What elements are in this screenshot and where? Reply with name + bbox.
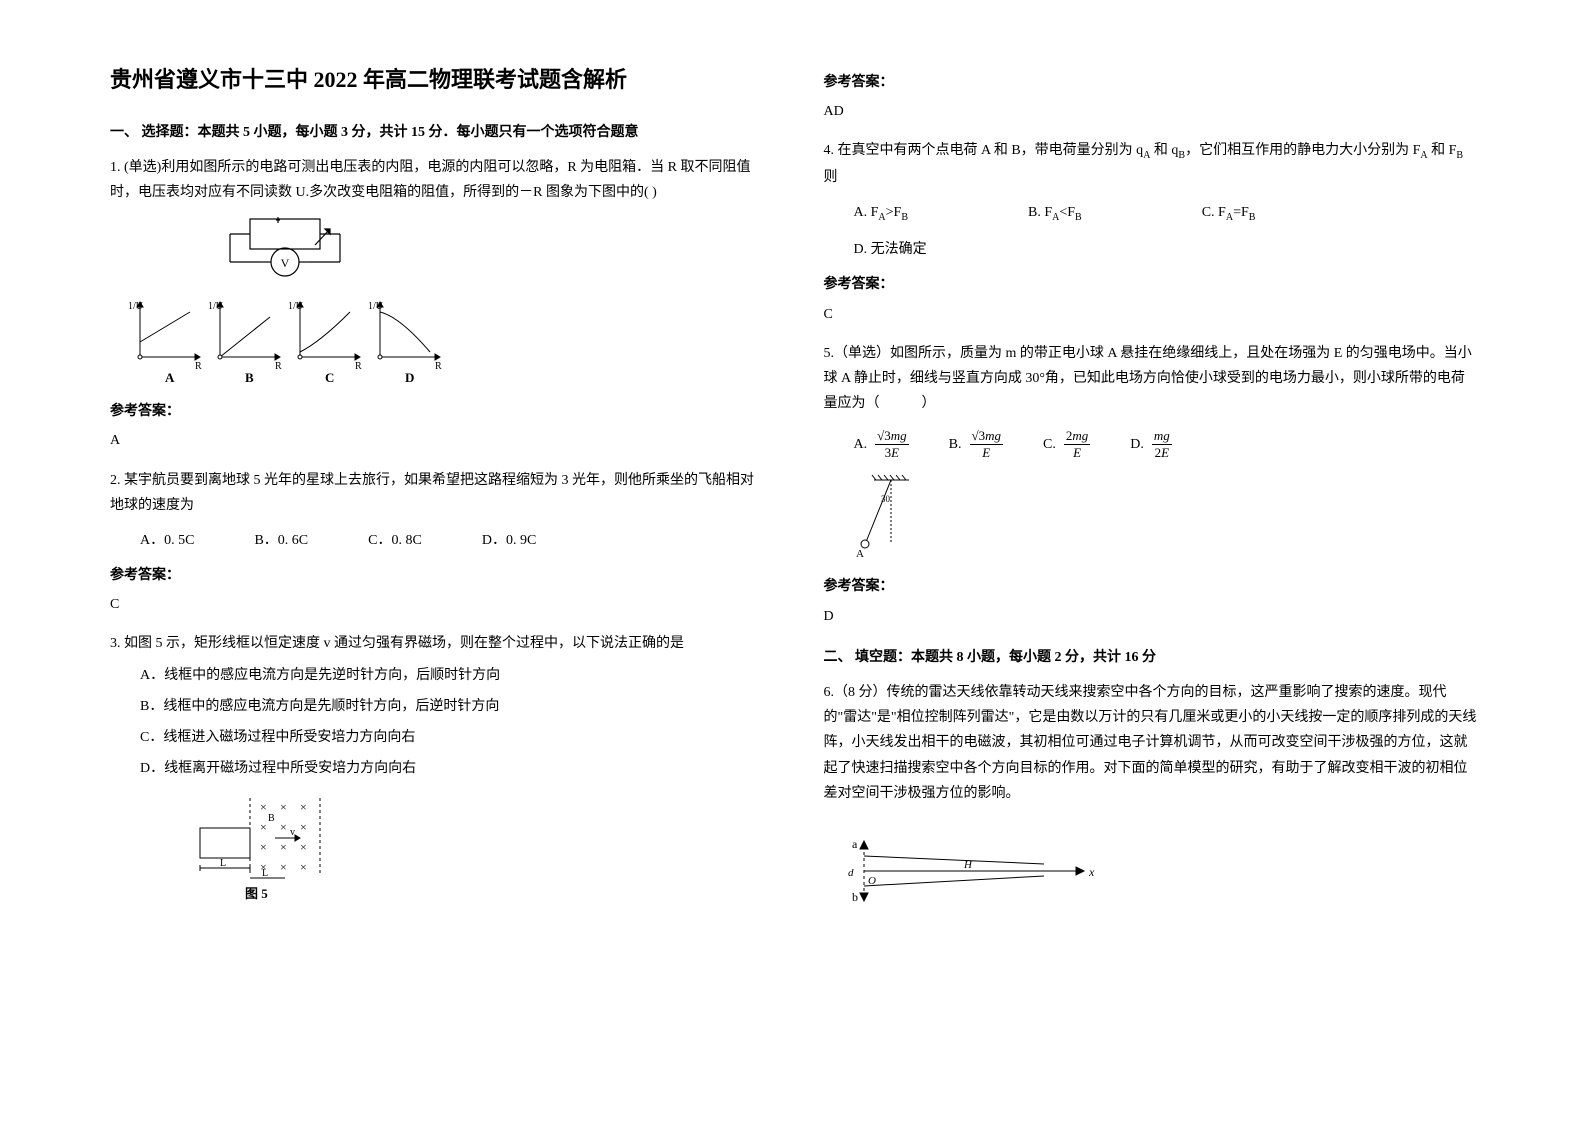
q4-options-row1: A. FA>FB B. FA<FB C. FA=FB [854, 200, 1478, 227]
q1-figure: V [120, 217, 754, 387]
q3-option-c: C．线框进入磁场过程中所受安培力方向向右 [140, 725, 764, 750]
svg-text:×: × [260, 820, 267, 834]
question-2: 2. 某宇航员要到离地球 5 光年的星球上去旅行，如果希望把这路程缩短为 3 光… [110, 468, 764, 618]
q5-option-d: D. mg2E [1130, 428, 1172, 460]
svg-text:×: × [300, 820, 307, 834]
q1-answer: A [110, 428, 764, 453]
question-4: 4. 在真空中有两个点电荷 A 和 B，带电荷量分别为 qA 和 qB，它们相互… [824, 138, 1478, 326]
svg-text:R: R [435, 361, 442, 372]
svg-text:×: × [280, 820, 287, 834]
fig5-label: 图 5 [245, 886, 268, 901]
q4-option-c: C. FA=FB [1202, 200, 1256, 227]
svg-text:D: D [405, 370, 414, 385]
q5-option-b: B. √3mgE [949, 428, 1003, 460]
q1-answer-label: 参考答案： [110, 399, 764, 424]
q5-opt-d-label: D. [1130, 432, 1144, 457]
q5-opt-b-label: B. [949, 432, 962, 457]
q5-opt-a-label: A. [854, 432, 868, 457]
q3-figure: ××× ××× ××× ××× B v L L [190, 793, 754, 903]
svg-text:v: v [290, 827, 295, 838]
q5-option-c: C. 2mgE [1043, 428, 1090, 460]
svg-text:C: C [325, 370, 334, 385]
question-6: 6.（8 分）传统的雷达天线依靠转动天线来搜索空中各个方向的目标，这严重影响了搜… [824, 680, 1478, 916]
q5-answer-label: 参考答案： [824, 574, 1478, 599]
svg-text:1/U: 1/U [288, 301, 304, 312]
svg-text:1/U: 1/U [368, 301, 384, 312]
q4-text-p5: 则 [824, 170, 838, 185]
svg-text:x: x [1088, 865, 1095, 879]
svg-text:×: × [260, 840, 267, 854]
q2-option-a: A．0. 5C [140, 528, 194, 553]
svg-text:×: × [280, 840, 287, 854]
q5-answer: D [824, 604, 1478, 629]
page-title: 贵州省遵义市十三中 2022 年高二物理联考试题含解析 [110, 60, 764, 100]
q5-text: 5.（单选）如图所示，质量为 m 的带正电小球 A 悬挂在绝缘细线上，且处在场强… [824, 341, 1478, 417]
q4-text: 4. 在真空中有两个点电荷 A 和 B，带电荷量分别为 qA 和 qB，它们相互… [824, 138, 1478, 190]
q3-answer: AD [824, 99, 1478, 124]
q3-option-b: B．线框中的感应电流方向是先顺时针方向，后逆时针方向 [140, 694, 764, 719]
svg-text:×: × [300, 840, 307, 854]
q2-answer-label: 参考答案： [110, 563, 764, 588]
svg-text:×: × [300, 860, 307, 874]
svg-text:L: L [220, 858, 226, 869]
question-5: 5.（单选）如图所示，质量为 m 的带正电小球 A 悬挂在绝缘细线上，且处在场强… [824, 341, 1478, 629]
q4-option-d: D. 无法确定 [854, 237, 1478, 262]
q5-figure: A 30 [854, 472, 1468, 562]
q5-option-a: A. √3mg3E [854, 428, 909, 460]
svg-text:R: R [275, 361, 282, 372]
svg-text:R: R [195, 361, 202, 372]
question-3: 3. 如图 5 示，矩形线框以恒定速度 v 通过匀强有界磁场，则在整个过程中，以… [110, 631, 764, 903]
svg-text:a: a [852, 837, 858, 851]
q2-options: A．0. 5C B．0. 6C C．0. 8C D．0. 9C [140, 528, 764, 553]
q3-answer-label: 参考答案： [824, 70, 1478, 95]
question-1: 1. (单选)利用如图所示的电路可测出电压表的内阻，电源的内阻可以忽略，R 为电… [110, 155, 764, 454]
q4-text-p3: ，它们相互作用的静电力大小分别为 F [1185, 143, 1420, 158]
q3-option-a: A．线框中的感应电流方向是先逆时针方向，后顺时针方向 [140, 663, 764, 688]
svg-text:A: A [165, 370, 175, 385]
svg-text:B: B [268, 813, 275, 824]
svg-text:V: V [281, 256, 290, 270]
q4-text-p2: 和 q [1150, 143, 1178, 158]
svg-text:×: × [260, 800, 267, 814]
svg-text:L: L [262, 868, 268, 879]
q1-text: 1. (单选)利用如图所示的电路可测出电压表的内阻，电源的内阻可以忽略，R 为电… [110, 155, 764, 205]
q4-text-p4: 和 F [1428, 143, 1457, 158]
left-column: 贵州省遵义市十三中 2022 年高二物理联考试题含解析 一、 选择题：本题共 5… [80, 60, 794, 1062]
svg-text:b: b [852, 890, 858, 904]
q2-answer: C [110, 592, 764, 617]
q4-text-p1: 4. 在真空中有两个点电荷 A 和 B，带电荷量分别为 q [824, 143, 1144, 158]
section-1-header: 一、 选择题：本题共 5 小题，每小题 3 分，共计 15 分．每小题只有一个选… [110, 120, 764, 145]
svg-text:1/U: 1/U [128, 301, 144, 312]
q4-answer: C [824, 302, 1478, 327]
q2-option-d: D．0. 9C [482, 528, 536, 553]
svg-text:30: 30 [881, 494, 891, 504]
q6-figure: x a b d O H [844, 826, 1468, 916]
q4-option-b: B. FA<FB [1028, 200, 1082, 227]
q4-answer-label: 参考答案： [824, 272, 1478, 297]
q4-option-a: A. FA>FB [854, 200, 909, 227]
svg-text:×: × [300, 800, 307, 814]
svg-text:R: R [355, 361, 362, 372]
svg-text:d: d [848, 867, 854, 879]
svg-text:1/U: 1/U [208, 301, 224, 312]
svg-text:×: × [280, 800, 287, 814]
svg-text:B: B [245, 370, 254, 385]
q5-options: A. √3mg3E B. √3mgE C. 2mgE D. mg2E [854, 428, 1478, 460]
svg-text:×: × [280, 860, 287, 874]
q3-option-d: D．线框离开磁场过程中所受安培力方向向右 [140, 756, 764, 781]
q2-text: 2. 某宇航员要到离地球 5 光年的星球上去旅行，如果希望把这路程缩短为 3 光… [110, 468, 764, 518]
section-2-header: 二、 填空题：本题共 8 小题，每小题 2 分，共计 16 分 [824, 645, 1478, 670]
q2-option-b: B．0. 6C [254, 528, 308, 553]
q6-text: 6.（8 分）传统的雷达天线依靠转动天线来搜索空中各个方向的目标，这严重影响了搜… [824, 680, 1478, 806]
svg-text:H: H [963, 859, 973, 871]
q5-opt-c-label: C. [1043, 432, 1056, 457]
q3-text: 3. 如图 5 示，矩形线框以恒定速度 v 通过匀强有界磁场，则在整个过程中，以… [110, 631, 764, 656]
right-column: 参考答案： AD 4. 在真空中有两个点电荷 A 和 B，带电荷量分别为 qA … [794, 60, 1508, 1062]
svg-text:A: A [856, 548, 864, 560]
q2-option-c: C．0. 8C [368, 528, 422, 553]
